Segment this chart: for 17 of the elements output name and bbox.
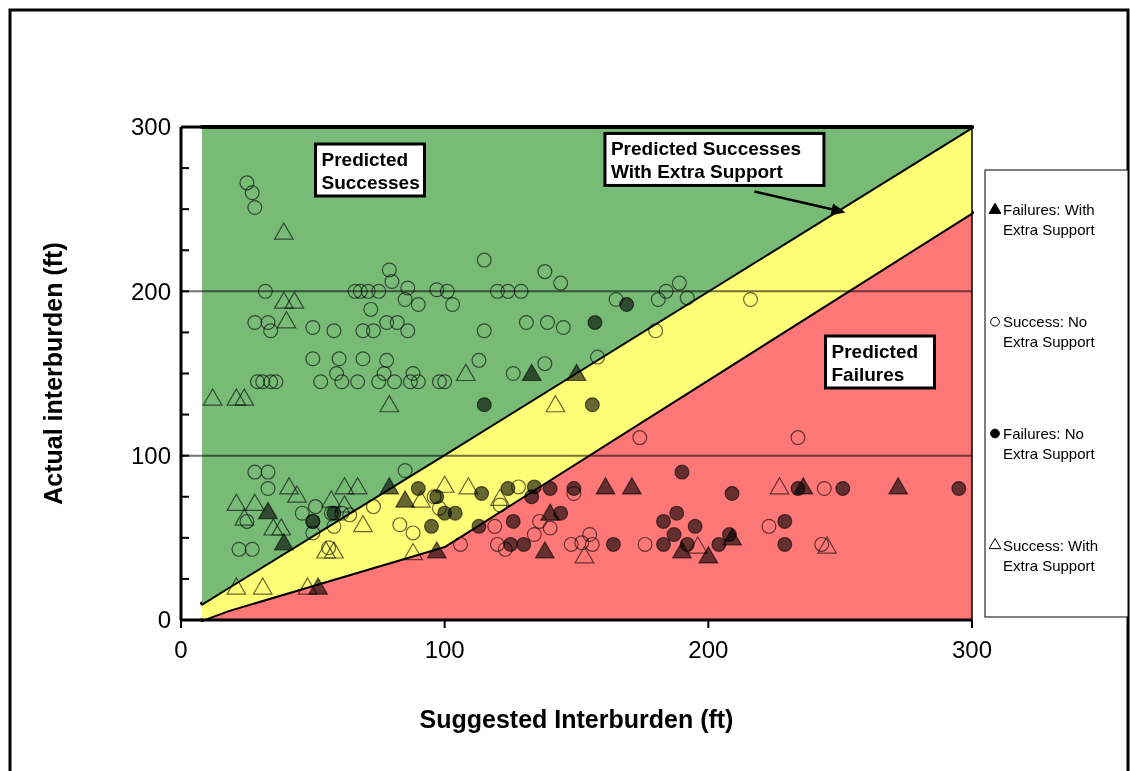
y-tick-label: 100 — [130, 442, 171, 470]
x-tick-label: 200 — [688, 636, 729, 663]
x-tick-label: 300 — [951, 636, 993, 663]
legend-label: Failures: With Extra Support — [1003, 201, 1096, 239]
annotation: Predicted Failures — [831, 341, 919, 385]
x-tick-label: 100 — [424, 636, 465, 663]
legend-label: Success: No Extra Support — [1003, 313, 1096, 350]
y-tick-label: 200 — [130, 277, 171, 305]
y-tick-label: 300 — [130, 113, 171, 141]
annotation: Predicted Successes — [321, 149, 420, 193]
annotation: Predicted Successes With Extra Support — [610, 138, 802, 183]
x-tick-label: 0 — [174, 636, 188, 663]
y-axis-title: Actual interburden (ft) — [39, 242, 67, 505]
legend-label: Success: With Extra Support — [1003, 536, 1099, 574]
x-axis-title: Suggested Interburden (ft) — [419, 705, 734, 733]
y-tick-label: 0 — [157, 606, 171, 634]
legend-label: Failures: No Extra Support — [1003, 424, 1096, 462]
